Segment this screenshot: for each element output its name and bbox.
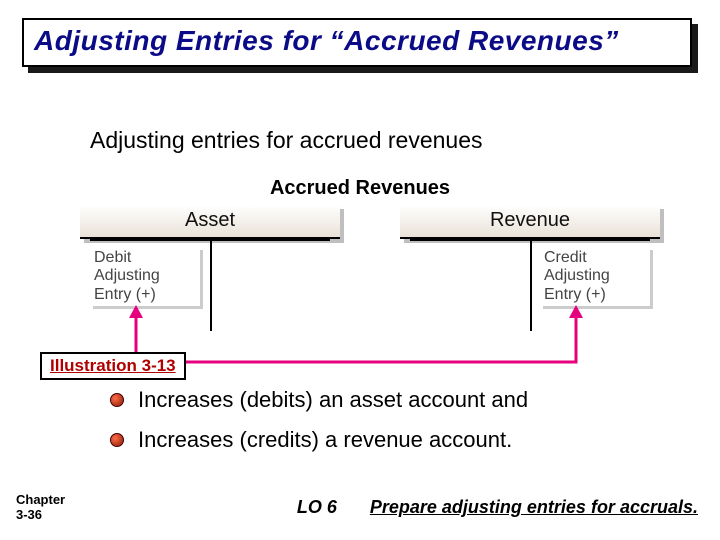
asset-panel: Asset Debit Adjusting Entry (+) — [80, 205, 340, 339]
bullet-list: Increases (debits) an asset account and … — [110, 388, 528, 468]
revenue-credit-entry: Credit Adjusting Entry (+) — [540, 247, 650, 306]
lo-label: LO 6 — [297, 497, 337, 517]
asset-debit-entry: Debit Adjusting Entry (+) — [90, 247, 200, 306]
bullet-icon — [110, 393, 124, 407]
illustration-label-box: Illustration 3-13 — [40, 352, 186, 380]
chapter-page: 3-36 — [16, 508, 65, 522]
footer-chapter: Chapter 3-36 — [16, 493, 65, 522]
asset-header: Asset — [80, 205, 340, 239]
accrued-revenues-diagram: Asset Debit Adjusting Entry (+) Revenue … — [80, 205, 660, 355]
bullet-item: Increases (debits) an asset account and — [110, 388, 528, 412]
lo-description: Prepare adjusting entries for accruals. — [370, 497, 698, 517]
diagram-title: Accrued Revenues — [0, 177, 720, 200]
revenue-t-account: Credit Adjusting Entry (+) — [410, 239, 650, 339]
footer-learning-objective: LO 6 Prepare adjusting entries for accru… — [297, 497, 698, 518]
bullet-item: Increases (credits) a revenue account. — [110, 428, 528, 452]
bullet-text: Increases (debits) an asset account and — [138, 387, 528, 412]
illustration-label: Illustration 3-13 — [50, 356, 176, 375]
revenue-header: Revenue — [400, 205, 660, 239]
bullet-icon — [110, 433, 124, 447]
revenue-panel: Revenue Credit Adjusting Entry (+) — [400, 205, 660, 339]
chapter-label: Chapter — [16, 493, 65, 507]
title-box: Adjusting Entries for “Accrued Revenues” — [22, 18, 692, 67]
asset-t-account: Debit Adjusting Entry (+) — [90, 239, 330, 339]
subtitle: Adjusting entries for accrued revenues — [90, 127, 483, 154]
slide-title: Adjusting Entries for “Accrued Revenues” — [34, 26, 680, 57]
bullet-text: Increases (credits) a revenue account. — [138, 427, 512, 452]
